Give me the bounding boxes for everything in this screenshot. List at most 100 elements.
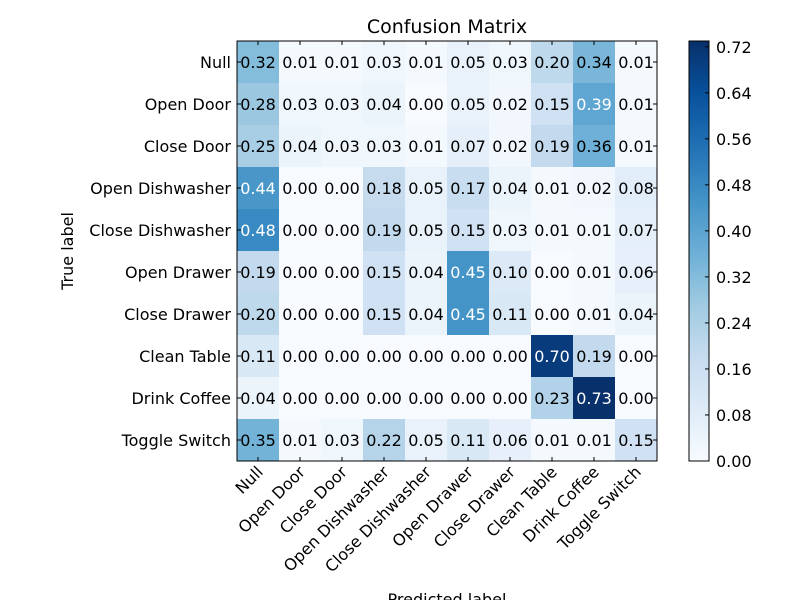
cell-value-label: 0.01 [534,221,570,240]
cell-value-label: 0.19 [240,263,276,282]
cell-value-label: 0.01 [576,305,612,324]
heatmap-cell [447,419,490,462]
colorbar-tick-label: 0.00 [716,452,752,471]
cell-value-label: 0.18 [366,179,402,198]
cell-value-label: 0.20 [534,53,570,72]
cell-value-label: 0.05 [408,179,444,198]
cell-value-label: 0.00 [408,95,444,114]
heatmap-cell [615,293,658,336]
cell-value-label: 0.07 [618,221,654,240]
cell-value-label: 0.22 [366,431,402,450]
heatmap-cell [237,335,280,378]
heatmap-cell [447,125,490,168]
cell-value-label: 0.01 [282,431,318,450]
cell-value-label: 0.00 [324,389,360,408]
heatmap-cell [489,41,532,84]
heatmap-cell [237,209,280,252]
heatmap-cell [405,419,448,462]
cell-value-label: 0.03 [366,137,402,156]
cell-value-label: 0.03 [282,95,318,114]
cell-value-label: 0.00 [366,347,402,366]
heatmap-cell [489,251,532,294]
x-tick-label: Null [231,462,266,497]
heatmap-cell [405,83,448,126]
heatmap-cell [363,125,406,168]
cell-value-label: 0.45 [450,263,486,282]
heatmap-cell [405,167,448,210]
y-tick-label: Open Dishwasher [90,179,231,198]
cell-value-label: 0.00 [282,305,318,324]
cell-value-label: 0.25 [240,137,276,156]
cell-value-label: 0.19 [576,347,612,366]
heatmap-cell [279,83,322,126]
cell-value-label: 0.01 [534,431,570,450]
heatmap-cell [615,167,658,210]
cell-value-label: 0.34 [576,53,612,72]
heatmap-cell [573,83,616,126]
heatmap-cell [531,125,574,168]
y-tick-label: Clean Table [139,347,231,366]
y-tick-label: Drink Coffee [131,389,231,408]
cell-value-label: 0.45 [450,305,486,324]
heatmap-cell [363,209,406,252]
plot-frame [236,40,658,462]
cell-value-label: 0.39 [576,95,612,114]
cell-value-label: 0.00 [282,263,318,282]
cell-value-label: 0.36 [576,137,612,156]
heatmap-cell [405,293,448,336]
heatmap-cell [489,209,532,252]
heatmap-cell [321,377,364,420]
heatmap-cell [279,251,322,294]
cell-value-label: 0.01 [576,263,612,282]
cell-value-label: 0.00 [534,263,570,282]
cell-value-label: 0.01 [282,53,318,72]
colorbar-tick-label: 0.24 [716,314,752,333]
heatmap-cell [237,167,280,210]
cell-value-label: 0.02 [576,179,612,198]
cell-value-label: 0.05 [408,431,444,450]
y-tick-label: Null [200,53,231,72]
cell-value-label: 0.04 [618,305,654,324]
heatmap-cell [237,125,280,168]
cell-value-label: 0.04 [408,263,444,282]
heatmap-cell [237,377,280,420]
cell-value-label: 0.01 [618,137,654,156]
heatmap-cell [615,41,658,84]
cell-value-label: 0.19 [534,137,570,156]
heatmap-cell [237,419,280,462]
heatmap-cell [573,125,616,168]
cell-value-label: 0.04 [282,137,318,156]
heatmap-cell [531,293,574,336]
heatmap-cell [321,209,364,252]
cell-value-label: 0.03 [366,53,402,72]
heatmap-cell [321,251,364,294]
heatmap-cells [237,41,658,462]
cell-value-label: 0.48 [240,221,276,240]
cell-value-label: 0.17 [450,179,486,198]
heatmap-cell [573,209,616,252]
cell-value-label: 0.15 [534,95,570,114]
heatmap-cell [615,251,658,294]
heatmap-cell [573,419,616,462]
heatmap-cell [363,335,406,378]
heatmap-cell [573,167,616,210]
cell-value-label: 0.04 [408,305,444,324]
heatmap-cell [615,419,658,462]
heatmap-cell [489,377,532,420]
heatmap-cell [279,41,322,84]
cell-value-label: 0.02 [492,137,528,156]
heatmap-cell [279,125,322,168]
axis-ticks [237,41,657,461]
heatmap-cell [237,293,280,336]
cell-value-label: 0.11 [450,431,486,450]
heatmap-cell [489,335,532,378]
cell-value-label: 0.00 [324,347,360,366]
heatmap-cell [489,293,532,336]
cell-value-label: 0.00 [324,179,360,198]
cell-value-label: 0.02 [492,95,528,114]
colorbar-tick-label: 0.32 [716,268,752,287]
cell-value-label: 0.07 [450,137,486,156]
heatmap-cell [405,251,448,294]
